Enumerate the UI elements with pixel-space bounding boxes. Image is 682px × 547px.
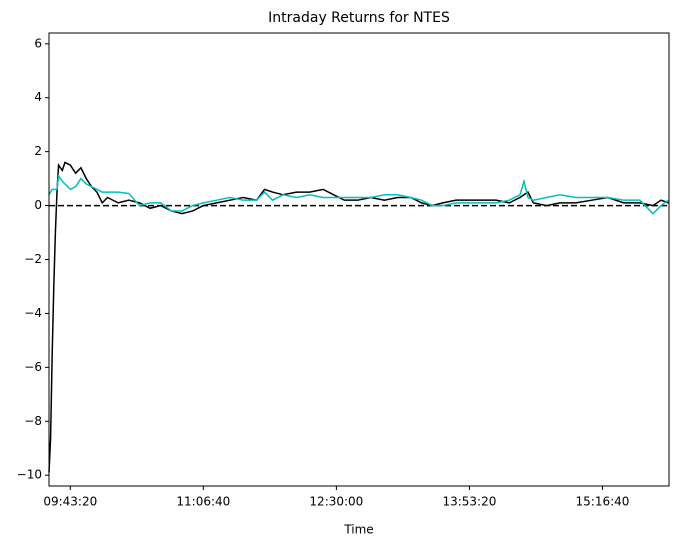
x-tick-label: 09:43:20 [43, 495, 97, 509]
y-tick-label: −8 [24, 414, 42, 428]
plot-frame [48, 32, 670, 487]
y-tick-label: −2 [24, 252, 42, 266]
x-tick-label: 13:53:20 [442, 495, 496, 509]
x-tick-label: 15:16:40 [576, 495, 630, 509]
y-tick-label: −10 [17, 468, 42, 482]
series-line [48, 173, 669, 215]
y-tick-label: 0 [34, 198, 42, 212]
y-tick-label: 2 [34, 144, 42, 158]
x-tick-label: 11:06:40 [176, 495, 230, 509]
y-tick-label: 6 [34, 36, 42, 50]
y-tick-label: −6 [24, 360, 42, 374]
chart-title: Intraday Returns for NTES [268, 10, 450, 26]
x-axis-label: Time [343, 523, 373, 537]
y-tick-label: 4 [34, 90, 42, 104]
y-tick-label: −4 [24, 306, 42, 320]
series-line [48, 161, 669, 473]
x-tick-label: 12:30:00 [309, 495, 363, 509]
